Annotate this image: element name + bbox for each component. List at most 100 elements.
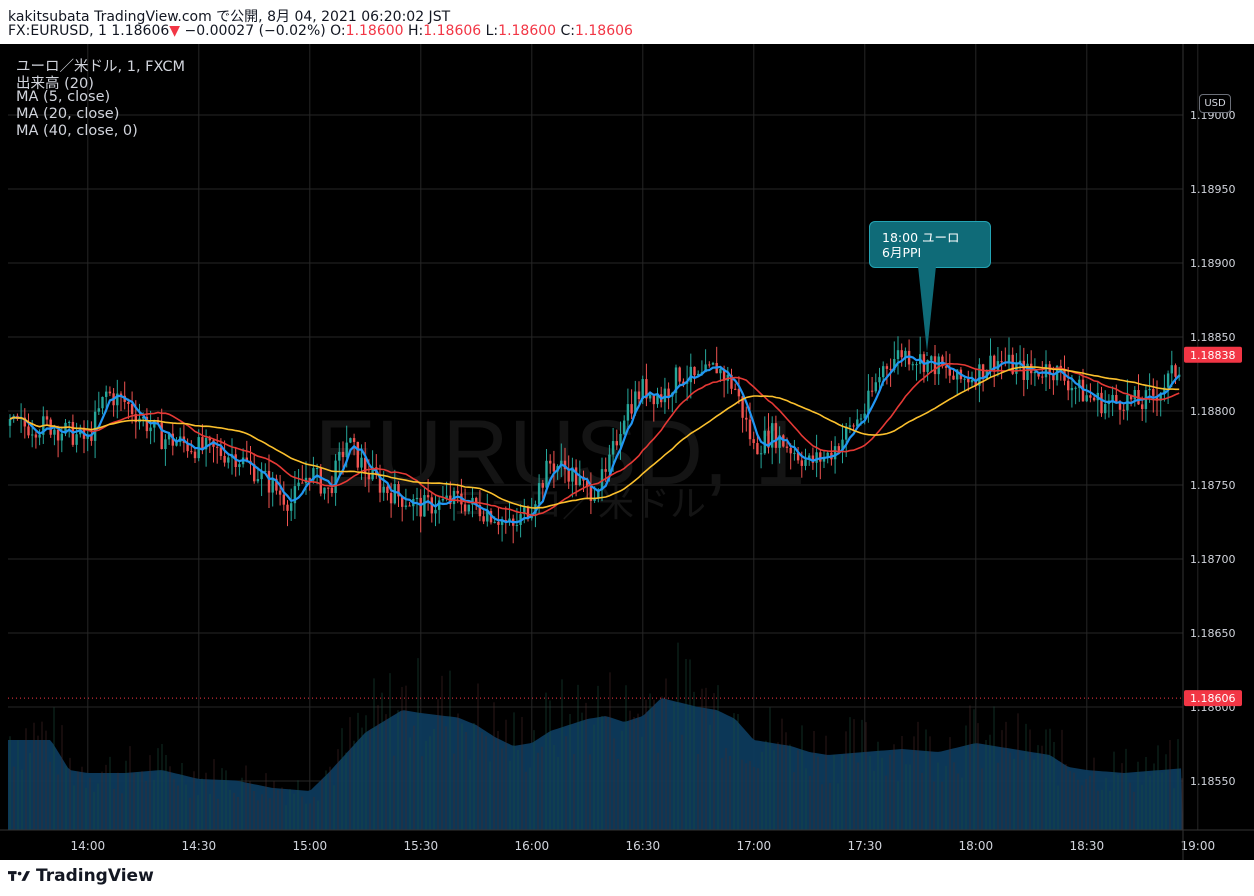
candle-body xyxy=(500,520,504,525)
y-tick-label: 1.18850 xyxy=(1190,331,1236,344)
candle-body xyxy=(937,356,940,375)
legend-symbol[interactable]: ユーロ／米ドル, 1, FXCM xyxy=(16,59,186,75)
x-tick-label: 17:30 xyxy=(848,839,883,853)
candle-body xyxy=(497,521,500,525)
candle-body xyxy=(393,484,396,504)
candle-body xyxy=(1026,363,1029,380)
candle-body xyxy=(256,479,260,482)
candle-body xyxy=(1041,376,1044,378)
candle-body xyxy=(645,379,648,399)
candle-body xyxy=(874,382,877,392)
x-tick-label: 19:00 xyxy=(1181,839,1216,853)
candle-body xyxy=(741,396,744,418)
candle-body xyxy=(956,369,959,380)
candle-body xyxy=(378,475,382,493)
callout-line1: 18:00 ユーロ xyxy=(882,230,960,245)
ma5-line xyxy=(9,355,1180,524)
candle-body xyxy=(630,404,633,414)
open-value: 1.18600 xyxy=(345,23,404,39)
candle-body xyxy=(56,429,60,441)
candle-body xyxy=(116,393,119,406)
price-chart[interactable]: EURUSD, 1 ユーロ／米ドル 1.190001.189501.189001… xyxy=(0,44,1254,860)
candle-body xyxy=(356,441,359,468)
candle-body xyxy=(97,408,100,412)
candle-body xyxy=(1159,393,1162,401)
candle-body xyxy=(811,455,815,463)
candle-body xyxy=(796,452,800,461)
candle-body xyxy=(164,439,167,450)
candle-body xyxy=(49,419,52,435)
candle-body xyxy=(819,452,822,462)
currency-button[interactable]: USD xyxy=(1199,94,1231,113)
candle-body xyxy=(445,495,448,499)
volume-layer xyxy=(8,642,1183,830)
callout-line2: 6月PPI xyxy=(882,245,922,260)
legend-ma20[interactable]: MA (20, close) xyxy=(16,106,120,122)
candle-body xyxy=(600,469,604,491)
x-tick-label: 15:30 xyxy=(404,839,439,853)
candle-body xyxy=(23,417,26,427)
down-arrow-icon: ▼ xyxy=(169,23,181,39)
legend-ma5[interactable]: MA (5, close) xyxy=(16,89,111,105)
axis-layer: 1.190001.189501.189001.188501.188001.187… xyxy=(0,44,1254,860)
y-tick-label: 1.18800 xyxy=(1190,405,1236,418)
candle-body xyxy=(837,446,840,451)
chart-panel[interactable]: EURUSD, 1 ユーロ／米ドル 1.19000 1.18950 1.18900 1… xyxy=(0,44,1254,860)
candle-body xyxy=(352,438,356,442)
candle-body xyxy=(493,521,496,523)
tradingview-footer[interactable]: TradingView xyxy=(8,866,154,886)
candle-body xyxy=(323,487,326,494)
candle-body xyxy=(648,394,652,399)
candle-body xyxy=(789,447,792,454)
candle-body xyxy=(586,480,589,487)
legend-volume[interactable]: 出来高 (20) xyxy=(16,76,94,92)
open-label: O: xyxy=(330,23,346,39)
candle-body xyxy=(404,505,408,507)
candle-body xyxy=(27,426,30,436)
candle-body xyxy=(915,364,918,366)
candle-body xyxy=(545,460,548,488)
candle-body xyxy=(778,435,781,448)
candle-body xyxy=(663,388,667,403)
candle-body xyxy=(167,433,171,440)
candle-body xyxy=(893,358,896,370)
x-tick-label: 14:00 xyxy=(71,839,106,853)
candle-body xyxy=(656,394,659,405)
volume-area xyxy=(8,698,1183,830)
price-label-current: 1.18838 xyxy=(1190,349,1236,362)
candle-body xyxy=(941,356,944,367)
candle-body xyxy=(752,439,755,444)
legend-ma40[interactable]: MA (40, close, 0) xyxy=(16,123,138,139)
candle-body xyxy=(841,439,844,451)
candle-body xyxy=(386,486,389,494)
candle-body xyxy=(667,388,670,397)
candle-body xyxy=(800,460,803,466)
candle-body xyxy=(693,366,696,376)
event-callout[interactable]: 18:00 ユーロ 6月PPI xyxy=(869,221,991,268)
candle-body xyxy=(774,423,778,448)
candle-body xyxy=(408,505,411,507)
candle-body xyxy=(863,413,866,419)
candle-body xyxy=(90,434,93,441)
candle-body xyxy=(1141,404,1144,409)
candle-body xyxy=(286,504,289,511)
y-tick-label: 1.18550 xyxy=(1190,775,1236,788)
watermark-symbol: EURUSD, 1 xyxy=(315,402,806,504)
candle-body xyxy=(608,454,611,472)
candle-body xyxy=(260,471,263,480)
y-tick-label: 1.18700 xyxy=(1190,553,1236,566)
candle-body xyxy=(1115,394,1118,402)
candle-body xyxy=(682,381,685,384)
ma20-line xyxy=(9,362,1180,517)
x-tick-label: 16:30 xyxy=(626,839,661,853)
candle-body xyxy=(475,497,478,506)
candle-body xyxy=(759,453,763,455)
candle-body xyxy=(578,476,581,485)
candle-body xyxy=(301,482,304,484)
candle-body xyxy=(574,467,578,485)
x-tick-label: 17:00 xyxy=(737,839,772,853)
candle-body xyxy=(264,470,267,472)
candle-body xyxy=(149,427,152,432)
candle-body xyxy=(745,417,748,420)
candle-body xyxy=(223,455,226,463)
